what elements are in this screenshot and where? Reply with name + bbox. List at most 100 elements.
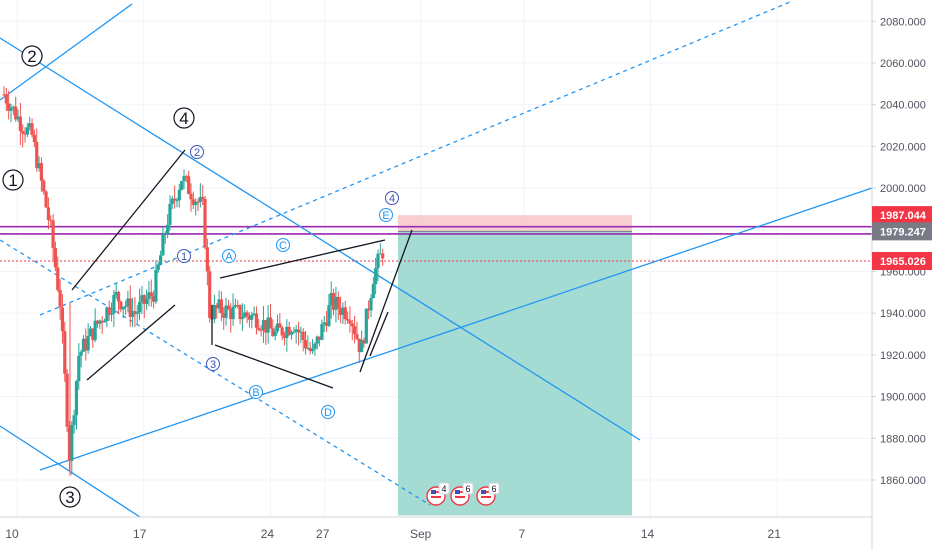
wave-major-4: 4	[173, 107, 195, 129]
candle-body	[331, 293, 336, 310]
y-tick-label: 2040.000	[880, 100, 926, 112]
target-zone[interactable]	[398, 231, 632, 516]
time-axis[interactable]	[0, 517, 872, 550]
pattern-line[interactable]	[369, 311, 389, 357]
candle-body	[191, 199, 195, 205]
wave-text: D	[324, 407, 332, 419]
event-flags[interactable]: 4 6 6	[426, 482, 500, 506]
candle-body	[49, 219, 53, 221]
candle-body	[198, 196, 202, 202]
candle-body	[287, 326, 291, 335]
candle-body	[205, 247, 209, 272]
wave-abc-C: C	[276, 238, 290, 252]
candle-body	[91, 328, 95, 341]
candle-body	[25, 127, 29, 135]
candle-body	[357, 338, 361, 353]
price-tag-bg	[872, 206, 932, 225]
price-tag-label: 1965.026	[880, 256, 926, 268]
event-flag[interactable]: 6	[476, 482, 500, 506]
candle-body	[299, 331, 303, 333]
wave-major-1: 1	[2, 169, 24, 191]
candle-body	[46, 207, 51, 220]
candle-body	[292, 331, 296, 333]
candle-body	[30, 123, 34, 135]
candle-body	[329, 293, 333, 306]
flag-canton	[455, 490, 460, 494]
price-axis[interactable]	[872, 0, 932, 550]
candle-body	[201, 196, 205, 199]
candle-body	[144, 299, 149, 305]
wave-circle	[59, 486, 81, 508]
candle-body	[339, 308, 343, 315]
candle-body	[313, 343, 317, 350]
candle-body	[315, 336, 319, 344]
y-tick-label: 2020.000	[880, 141, 926, 153]
x-tick-label: 27	[316, 527, 330, 541]
x-tick-label: 17	[133, 527, 147, 541]
price-tag[interactable]: 1965.026	[872, 252, 932, 271]
candle-body	[301, 331, 305, 340]
pattern-line[interactable]	[359, 229, 413, 373]
candle-body	[273, 331, 277, 336]
event-flag[interactable]: 6	[450, 482, 474, 506]
candle-body	[4, 94, 8, 104]
pattern-line[interactable]	[71, 149, 186, 291]
candle-body	[271, 328, 275, 336]
candle-body	[168, 203, 172, 225]
candle-body	[231, 306, 235, 320]
flag-count-badge	[438, 482, 450, 495]
flag-count-badge	[462, 482, 474, 495]
candle-body	[177, 189, 181, 201]
stop-zone[interactable]	[398, 215, 632, 232]
wave-text: 2	[27, 47, 36, 66]
wave-circle	[385, 191, 399, 205]
candle-body	[208, 271, 212, 318]
candle-body	[100, 320, 104, 323]
candle-body	[63, 331, 67, 374]
candle-body	[362, 340, 366, 344]
wave-circle	[321, 405, 335, 419]
candle-body	[278, 323, 282, 328]
wave-text: A	[225, 251, 233, 263]
event-flag[interactable]: 4	[426, 482, 450, 506]
trendline-descending[interactable]	[0, 37, 641, 441]
flag-count: 6	[465, 484, 470, 494]
wave-circle	[379, 208, 393, 222]
wave-circle	[276, 238, 290, 252]
horizontal-levels[interactable]	[0, 225, 872, 262]
candle-body	[252, 313, 256, 315]
short-position-tool[interactable]	[398, 215, 632, 516]
trendline-upper-channel[interactable]	[0, 3, 133, 101]
price-tag[interactable]: 1979.247	[872, 222, 932, 241]
candle-body	[378, 253, 382, 255]
pattern-line[interactable]	[214, 344, 334, 389]
x-tick-label: 21	[768, 527, 782, 541]
x-tick-label: 14	[641, 527, 655, 541]
candle-body	[226, 305, 230, 309]
pattern-lines[interactable]	[71, 149, 413, 389]
candle-body	[137, 301, 142, 313]
candle-body	[289, 332, 294, 335]
candle-body	[135, 312, 139, 315]
candle-body	[306, 347, 310, 349]
y-tick-label: 1880.000	[880, 433, 926, 445]
candle-body	[261, 320, 266, 331]
flag-canton	[431, 490, 436, 494]
wave-circle	[222, 249, 236, 263]
candle-body	[371, 284, 375, 299]
pattern-line[interactable]	[86, 304, 176, 381]
candle-body	[268, 317, 273, 329]
candle-body	[341, 307, 345, 315]
pattern-line[interactable]	[219, 239, 386, 279]
wave-text: 3	[65, 488, 74, 507]
wave-circle	[2, 169, 24, 191]
candle-body	[212, 305, 216, 320]
y-tick-label: 2080.000	[880, 16, 926, 28]
price-tag-bg	[872, 252, 932, 271]
price-tag[interactable]: 1987.044	[872, 206, 932, 225]
wave-text: 1	[8, 171, 17, 190]
candle-body	[219, 299, 223, 313]
trendline-ascending[interactable]	[39, 187, 873, 471]
